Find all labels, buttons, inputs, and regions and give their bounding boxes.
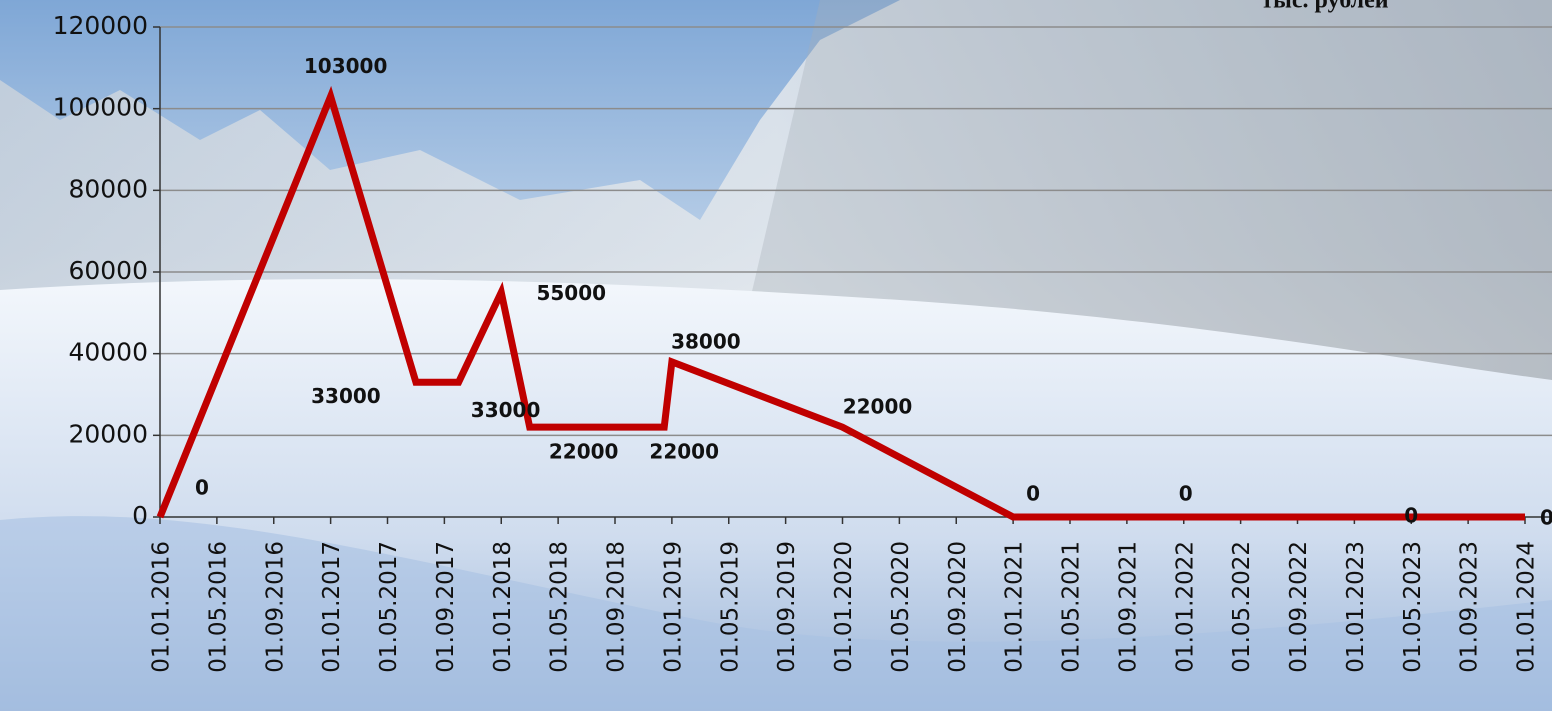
x-tick-label: 01.09.2019 [774, 541, 800, 673]
x-tick-label: 01.09.2017 [433, 541, 459, 673]
data-label: 38000 [671, 329, 741, 353]
x-tick-label: 01.05.2017 [376, 541, 402, 673]
y-tick-label: 60000 [68, 256, 148, 285]
x-tick-label: 01.01.2017 [319, 541, 345, 673]
x-tick-label: 01.09.2020 [945, 541, 971, 673]
data-label: 0 [1404, 504, 1418, 528]
x-tick-label: 01.05.2016 [205, 541, 231, 673]
x-tick-label: 01.01.2019 [660, 541, 686, 673]
x-tick-label: 01.09.2022 [1286, 541, 1312, 673]
y-tick-label: 80000 [68, 174, 148, 203]
data-label: 22000 [843, 395, 913, 419]
data-label: 103000 [304, 54, 388, 78]
x-tick-label: 01.01.2021 [1002, 541, 1028, 673]
data-label: 0 [1540, 506, 1552, 530]
x-tick-label: 01.01.2020 [831, 541, 857, 673]
data-label: 0 [1179, 482, 1193, 506]
x-tick-label: 01.09.2023 [1457, 541, 1483, 673]
x-tick-label: 01.09.2018 [604, 541, 630, 673]
x-tick-label: 01.01.2016 [149, 541, 175, 673]
x-tick-label: 01.09.2021 [1115, 541, 1141, 673]
data-label: 33000 [471, 398, 541, 422]
data-line [156, 85, 1525, 521]
data-label: 55000 [536, 281, 606, 305]
x-tick-label: 01.01.2022 [1172, 541, 1198, 673]
y-tick-label: 40000 [68, 338, 148, 367]
x-tick-label: 01.01.2024 [1514, 541, 1540, 673]
data-label: 0 [195, 476, 209, 500]
y-tick-label: 20000 [68, 419, 148, 448]
x-tick-label: 01.05.2018 [547, 541, 573, 673]
y-tick-label: 100000 [53, 93, 148, 122]
x-tick-label: 01.01.2018 [490, 541, 516, 673]
x-tick-label: 01.05.2021 [1059, 541, 1085, 673]
x-tick-label: 01.09.2016 [262, 541, 288, 673]
data-label: 0 [1026, 482, 1040, 506]
y-tick-label: 0 [132, 501, 148, 530]
x-tick-label: 01.05.2022 [1229, 541, 1255, 673]
x-tick-label: 01.05.2020 [888, 541, 914, 673]
x-tick-label: 01.05.2023 [1400, 541, 1426, 673]
data-label: 22000 [549, 440, 619, 464]
data-label: 22000 [649, 440, 719, 464]
data-label: 33000 [311, 384, 381, 408]
x-tick-label: 01.01.2023 [1343, 541, 1369, 673]
x-tick-label: 01.05.2019 [717, 541, 743, 673]
unit-label: тыс. рублей [1261, 0, 1388, 14]
y-tick-label: 120000 [53, 11, 148, 40]
